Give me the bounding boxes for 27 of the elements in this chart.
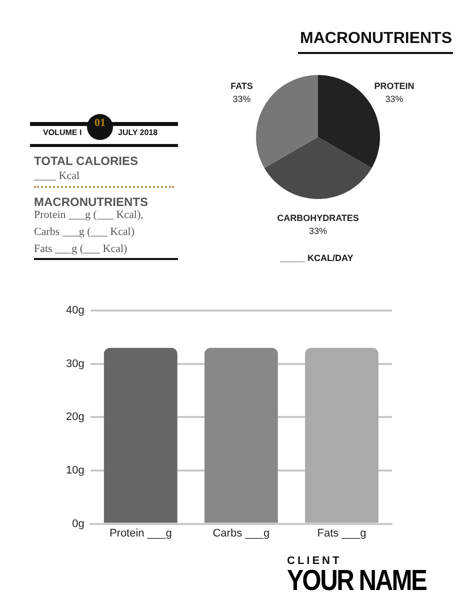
slice-label: FATS (230, 80, 253, 91)
text: ____ Kcal (34, 170, 80, 182)
x-tick-label: Protein ___g (109, 527, 172, 540)
text: YOUR NAME (287, 565, 426, 598)
slice-label: CARBOHYDRATES (277, 213, 359, 224)
data-label: 33% (308, 226, 328, 236)
x-tick-label: Carbs ___g (212, 527, 270, 540)
slice-label: PROTEIN (374, 80, 414, 91)
text: VOLUME I (43, 128, 82, 137)
chart-title: MACRONUTRIENTS (300, 30, 452, 48)
y-tick-label: 10g (66, 464, 84, 477)
text: _____ KCAL/DAY (280, 253, 354, 263)
text: Fats ___g (___ Kcal) (34, 243, 128, 255)
y-tick-label: 30g (66, 358, 84, 370)
y-tick-label: 0g (72, 518, 84, 530)
text: JULY 2018 (118, 128, 158, 137)
y-tick-label: 40g (66, 304, 84, 317)
text: Carbs ___g (___ Kcal) (34, 226, 135, 238)
x-tick-label: Fats ___g (317, 527, 366, 540)
y-tick-label: 20g (66, 411, 84, 424)
text: 01 (94, 117, 106, 129)
text: CLIENT (287, 555, 342, 567)
data-label: 33% (385, 94, 404, 104)
data-label: 33% (232, 94, 251, 104)
text: MACRONUTRIENTS (34, 195, 148, 209)
text: TOTAL CALORIES (34, 154, 138, 168)
text: Protein ___g (___ Kcal), (34, 209, 144, 221)
